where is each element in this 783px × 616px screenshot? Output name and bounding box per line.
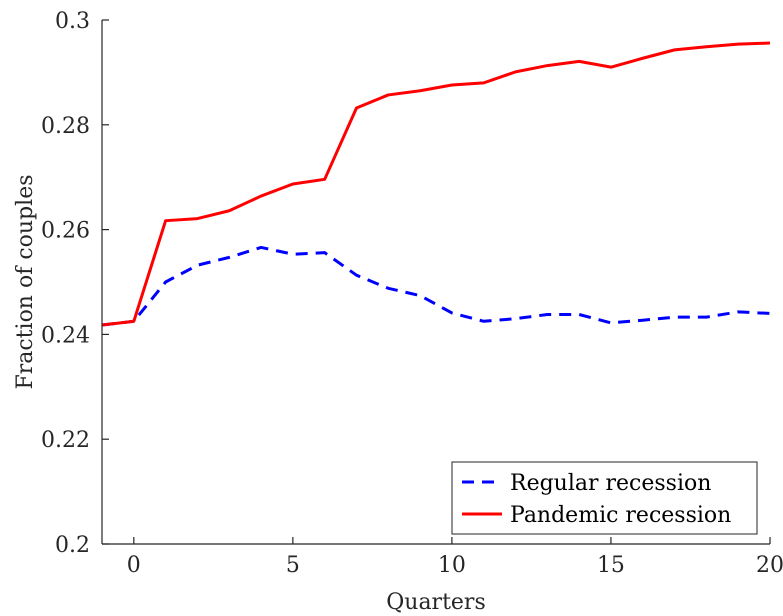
series-line-pandemic-recession: [101, 41, 771, 327]
y-tick-label: 0.22: [41, 428, 90, 453]
x-tick-label: 0: [127, 553, 141, 578]
tick-labels: 0 5 10 15 20 0.2 0.22 0.24 0.26 0.28 0.3: [41, 9, 783, 578]
x-tick-label: 5: [286, 553, 300, 578]
legend: Regular recession Pandemic recession: [451, 461, 758, 535]
legend-label-regular-recession: Regular recession: [510, 471, 711, 496]
legend-box: [451, 461, 758, 535]
y-tick-label: 0.3: [55, 9, 90, 34]
x-tick-label: 10: [438, 553, 466, 578]
y-axis-label: Fraction of couples: [13, 174, 38, 389]
x-tick-label: 15: [597, 553, 625, 578]
y-tick-label: 0.26: [41, 219, 90, 244]
x-axis-label: Quarters: [386, 590, 486, 615]
axes: [101, 19, 771, 545]
y-tick-label: 0.24: [41, 323, 90, 348]
legend-label-pandemic-recession: Pandemic recession: [510, 503, 731, 528]
series-line-regular-recession: [101, 245, 771, 327]
y-tick-label: 0.28: [41, 114, 90, 139]
x-tick-label: 20: [756, 553, 783, 578]
y-tick-label: 0.2: [55, 533, 90, 558]
series-layer: [101, 41, 771, 327]
